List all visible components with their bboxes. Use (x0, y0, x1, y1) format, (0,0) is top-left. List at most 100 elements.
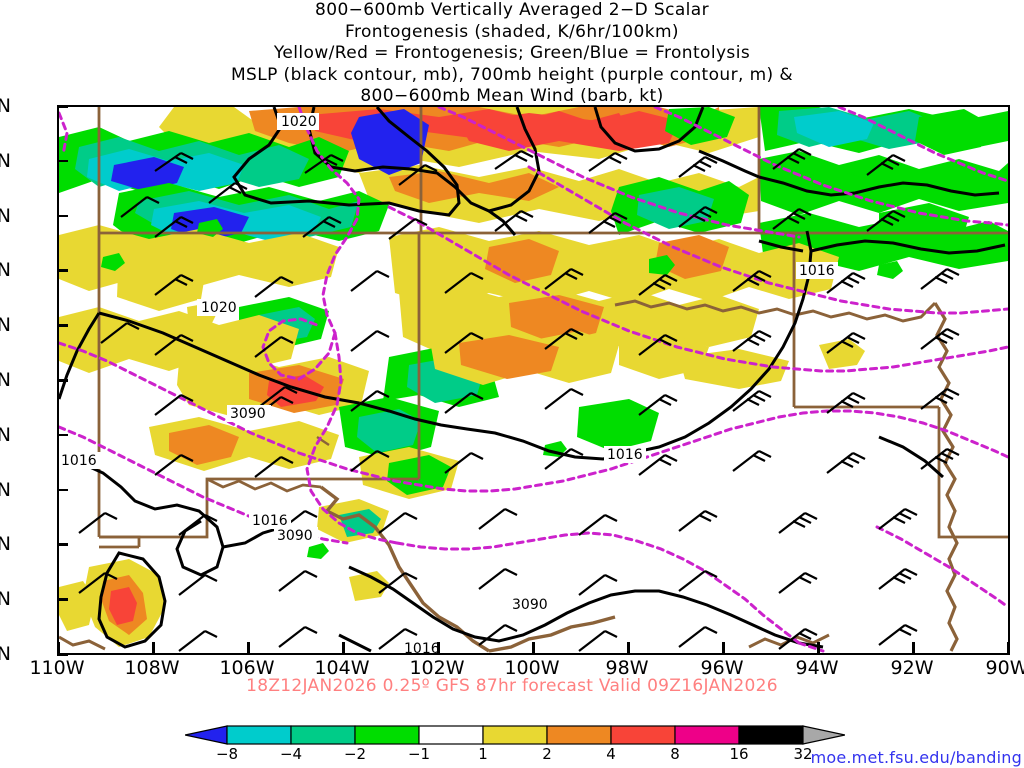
colorbar-tick-label: 1 (478, 745, 488, 763)
height-label: 3090 (509, 596, 553, 613)
svg-text:1016: 1016 (252, 513, 288, 529)
colorbar-tick-label: 32 (793, 745, 813, 763)
height-label: 3090 (227, 405, 271, 422)
wind-barbs (78, 148, 960, 652)
x-tick-mark (817, 642, 820, 653)
y-tick-label: 29N (0, 643, 11, 665)
y-tick-mark (57, 269, 68, 272)
colorbar-tick-label: 4 (606, 745, 616, 763)
colorbar-over-arrow[interactable] (802, 725, 845, 745)
y-tick-mark (57, 379, 68, 382)
y-tick-label: 37N (0, 204, 11, 227)
mslp-label: 1016 (796, 262, 838, 279)
forecast-valid-text: 18Z12JAN2026 0.25º GFS 87hr forecast Val… (246, 676, 778, 696)
x-tick-mark (532, 642, 535, 653)
colorbar-tick-label: −1 (407, 745, 431, 763)
svg-text:1016: 1016 (607, 447, 643, 463)
mslp-label: 1020 (197, 299, 239, 316)
state-borders (59, 107, 1008, 653)
y-tick-mark (57, 433, 68, 437)
y-tick-mark (57, 653, 68, 656)
colorbar-tick-label: −2 (343, 745, 367, 763)
map-canvas: 1020 1020 1016 1016 1016 1016 1016 3090 … (59, 107, 1008, 653)
svg-text:3090: 3090 (277, 528, 313, 544)
colorbar-tick-label: 16 (729, 745, 749, 763)
x-tick-mark (152, 642, 155, 653)
colorbar-tick-label: 8 (670, 745, 680, 763)
x-tick-mark (627, 642, 630, 653)
svg-text:3090: 3090 (512, 597, 548, 613)
frontogenesis-shading (59, 107, 1008, 647)
colorbar-segment[interactable] (290, 725, 356, 745)
mslp-label: 1016 (249, 512, 291, 529)
x-tick-label: 108W (124, 657, 180, 679)
y-tick-mark (57, 159, 68, 163)
x-tick-mark (57, 642, 60, 653)
x-tick-mark (342, 642, 345, 653)
colorbar-segment[interactable] (226, 725, 292, 745)
svg-text:1016: 1016 (799, 263, 835, 279)
x-tick-label: 100W (504, 657, 560, 679)
x-tick-label: 96W (700, 657, 744, 679)
title-line-4: MSLP (black contour, mb), 700mb height (… (230, 64, 794, 85)
watermark: moe.met.fsu.edu/banding (810, 748, 1022, 767)
colorbar-segment[interactable] (738, 725, 804, 745)
svg-text:3090: 3090 (230, 406, 266, 422)
y-tick-mark (57, 488, 68, 492)
x-tick-mark (247, 642, 250, 653)
colorbar-segment[interactable] (610, 725, 676, 745)
title-line-3: Yellow/Red = Frontogenesis; Green/Blue =… (273, 43, 751, 63)
colorbar[interactable] (185, 723, 845, 747)
x-tick-label: 104W (314, 657, 370, 679)
height-label: 3090 (274, 527, 318, 544)
colorbar-under-arrow[interactable] (185, 725, 228, 745)
x-tick-label: 98W (605, 657, 649, 679)
y-tick-label: 35N (0, 314, 11, 337)
title-line-1: 800−600mb Vertically Averaged 2−D Scalar (315, 0, 709, 20)
y-tick-mark (57, 598, 68, 601)
x-tick-label: 92W (890, 657, 934, 679)
colorbar-segment[interactable] (418, 725, 484, 745)
x-tick-label: 106W (219, 657, 275, 679)
y-tick-mark (57, 543, 68, 546)
y-tick-label: 38N (0, 149, 11, 172)
chart-title-block: 800−600mb Vertically Averaged 2−D Scalar… (0, 0, 1024, 108)
colorbar-tick-label: 2 (542, 745, 552, 763)
colorbar-tick-label: −4 (279, 745, 303, 763)
title-line-2: Frontogenesis (shaded, K/6hr/100km) (345, 21, 679, 42)
colorbar-segment[interactable] (546, 725, 612, 745)
y-tick-mark (57, 105, 68, 108)
y-tick-label: 39N (0, 95, 11, 117)
x-tick-label: 102W (409, 657, 465, 679)
mslp-label: 1016 (59, 452, 101, 469)
svg-text:1020: 1020 (281, 114, 317, 130)
x-tick-label: 110W (29, 657, 85, 679)
title-line-5: 800−600mb Mean Wind (barb, kt) (360, 86, 664, 106)
x-tick-label: 94W (795, 657, 839, 679)
svg-text:1016: 1016 (61, 453, 97, 469)
svg-text:1020: 1020 (201, 300, 237, 316)
x-tick-mark (1007, 642, 1010, 653)
y-tick-label: 31N (0, 533, 11, 556)
x-tick-mark (912, 642, 915, 653)
colorbar-segment[interactable] (674, 725, 740, 745)
y-tick-label: 33N (0, 423, 11, 446)
map-plot-area[interactable]: 1020 1020 1016 1016 1016 1016 1016 3090 … (57, 105, 1010, 655)
x-tick-label: 90W (985, 657, 1024, 679)
mslp-contours (59, 107, 1006, 653)
y-tick-label: 32N (0, 478, 11, 501)
y-tick-label: 36N (0, 259, 11, 282)
mslp-label: 1016 (604, 446, 646, 463)
y-tick-mark (57, 324, 68, 327)
x-tick-mark (437, 642, 440, 653)
x-tick-mark (722, 642, 725, 653)
colorbar-tick-label: −8 (215, 745, 239, 763)
y-tick-label: 30N (0, 588, 11, 611)
colorbar-segment[interactable] (354, 725, 420, 745)
mslp-label: 1020 (277, 113, 319, 130)
y-tick-label: 34N (0, 369, 11, 391)
svg-text:1016: 1016 (404, 641, 440, 653)
colorbar-segment[interactable] (482, 725, 548, 745)
contour-labels: 1020 1020 1016 1016 1016 1016 1016 3090 … (59, 113, 838, 653)
mslp-label: 1016 (401, 640, 443, 653)
